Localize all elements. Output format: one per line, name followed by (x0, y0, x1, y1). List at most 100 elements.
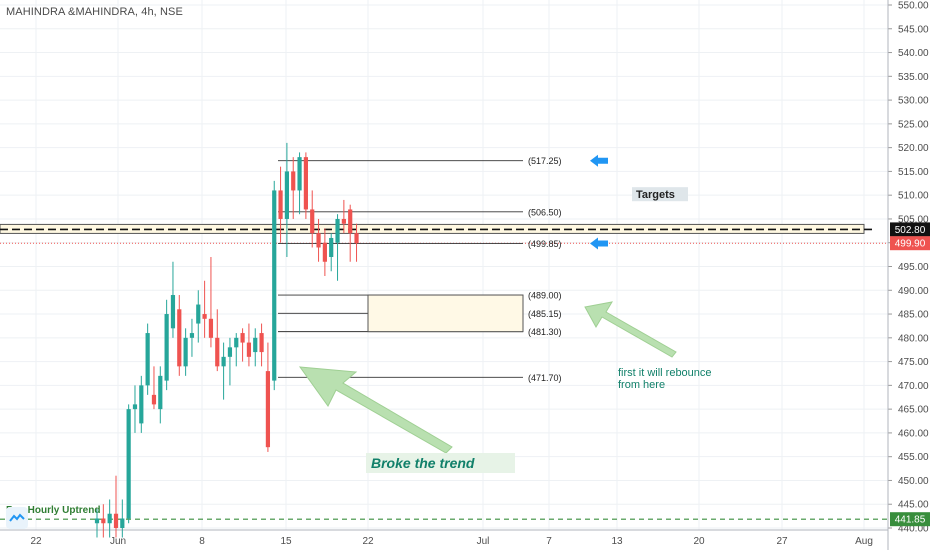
x-tick-label: 22 (362, 536, 374, 547)
candle-body (132, 404, 138, 410)
target-price-tag-bg (890, 222, 930, 237)
candle-body (316, 233, 321, 248)
buy-price-tag: 441.85 (895, 515, 926, 526)
x-tick-label: 8 (199, 536, 205, 547)
y-tick-label: 455.00 (898, 452, 929, 463)
level-label: (489.00) (528, 291, 562, 301)
rebounce-text-line1: first it will rebounce (618, 367, 712, 379)
y-tick-label: 460.00 (898, 428, 929, 439)
target-price-tag: 502.80 (895, 225, 926, 236)
y-tick-label: 515.00 (898, 167, 929, 178)
x-tick-label: 27 (776, 536, 788, 547)
level-label: (485.15) (528, 309, 562, 319)
y-tick-label: 545.00 (898, 24, 929, 35)
candle-body (94, 518, 100, 524)
candle-body (310, 209, 315, 234)
y-tick-label: 520.00 (898, 143, 929, 154)
y-tick-label: 465.00 (898, 405, 929, 416)
targets-label-bg (632, 187, 688, 202)
x-tick-label: 22 (30, 536, 42, 547)
level-label: (499.85) (528, 239, 562, 249)
level-label: (506.50) (528, 207, 562, 217)
candle-body (335, 218, 340, 243)
x-tick-label: Jul (477, 536, 490, 547)
candle-body (170, 295, 176, 329)
candle-body (177, 309, 182, 367)
candle-body (303, 157, 308, 210)
y-tick-label: 470.00 (898, 381, 929, 392)
candle-body (227, 347, 233, 357)
tradingview-logo-icon[interactable] (6, 507, 28, 529)
candle-body (348, 209, 353, 234)
candle-body (164, 314, 169, 381)
candle-body (196, 304, 201, 324)
candle-body (221, 356, 226, 367)
candle-body (246, 342, 252, 357)
candle-body (101, 518, 106, 524)
y-tick-label: 550.00 (898, 1, 929, 12)
x-tick-label: 15 (280, 536, 292, 547)
green-arrow-icon (584, 301, 677, 358)
candle-body (284, 171, 289, 219)
candle-body (265, 371, 271, 448)
targets-label: Targets (636, 189, 675, 201)
y-tick-label: 540.00 (898, 48, 929, 59)
candle-body (113, 513, 119, 528)
candle-body (145, 333, 150, 386)
chart-title: MAHINDRA &MAHINDRA, 4h, NSE (6, 6, 183, 18)
broke-trend-bg (366, 453, 515, 473)
candle-body (107, 513, 112, 524)
y-tick-label: 480.00 (898, 333, 929, 344)
y-tick-label: 475.00 (898, 357, 929, 368)
candle-body (297, 157, 302, 191)
x-tick-label: 20 (693, 536, 705, 547)
y-tick-label: 525.00 (898, 119, 929, 130)
candle-body (259, 333, 264, 353)
broke-trend-label: Broke the trend (371, 455, 475, 471)
y-tick-label: 505.00 (898, 214, 929, 225)
y-tick-label: 535.00 (898, 72, 929, 83)
rebounce-zone (367, 294, 524, 333)
candle-body (126, 409, 131, 519)
candle-body (234, 337, 239, 348)
x-tick-label: Jun (110, 536, 126, 547)
candle-body (215, 337, 220, 367)
y-tick-label: 450.00 (898, 476, 929, 487)
rebounce-text-line2: from here (618, 379, 665, 391)
blue-arrow-icon (590, 154, 608, 167)
x-tick-label: Aug (855, 536, 873, 547)
candle-body (329, 237, 334, 257)
candle-body (272, 190, 277, 381)
y-tick-label: 445.00 (898, 500, 929, 511)
x-tick-label: 13 (611, 536, 623, 547)
last-price-tag: 499.90 (895, 239, 926, 250)
level-label: (471.70) (528, 373, 562, 383)
candle-body (354, 233, 359, 244)
green-arrow-icon (298, 366, 453, 454)
y-tick-label: 510.00 (898, 191, 929, 202)
candle-body (189, 333, 195, 338)
candle-body (183, 337, 188, 367)
candle-body (341, 218, 346, 224)
buy-level-label: Buy Hourly Uptrend (6, 505, 100, 516)
candle-body (202, 314, 207, 319)
buy-price-tag-bg (890, 512, 930, 527)
candle-body (151, 394, 157, 405)
candle-body (278, 190, 283, 219)
candle-body (139, 385, 144, 424)
level-label: (481.30) (528, 327, 562, 337)
candle-body (158, 375, 163, 410)
y-tick-label: 490.00 (898, 286, 929, 297)
x-tick-label: 7 (546, 536, 552, 547)
blue-arrow-icon (590, 237, 608, 250)
y-tick-label: 485.00 (898, 310, 929, 321)
candle-body (322, 242, 327, 262)
y-tick-label: 440.00 (898, 524, 929, 535)
y-tick-label: 495.00 (898, 262, 929, 273)
candle-body (240, 333, 245, 343)
last-price-tag-bg (890, 236, 930, 251)
candle-body (291, 171, 296, 191)
candle-body (208, 318, 214, 338)
